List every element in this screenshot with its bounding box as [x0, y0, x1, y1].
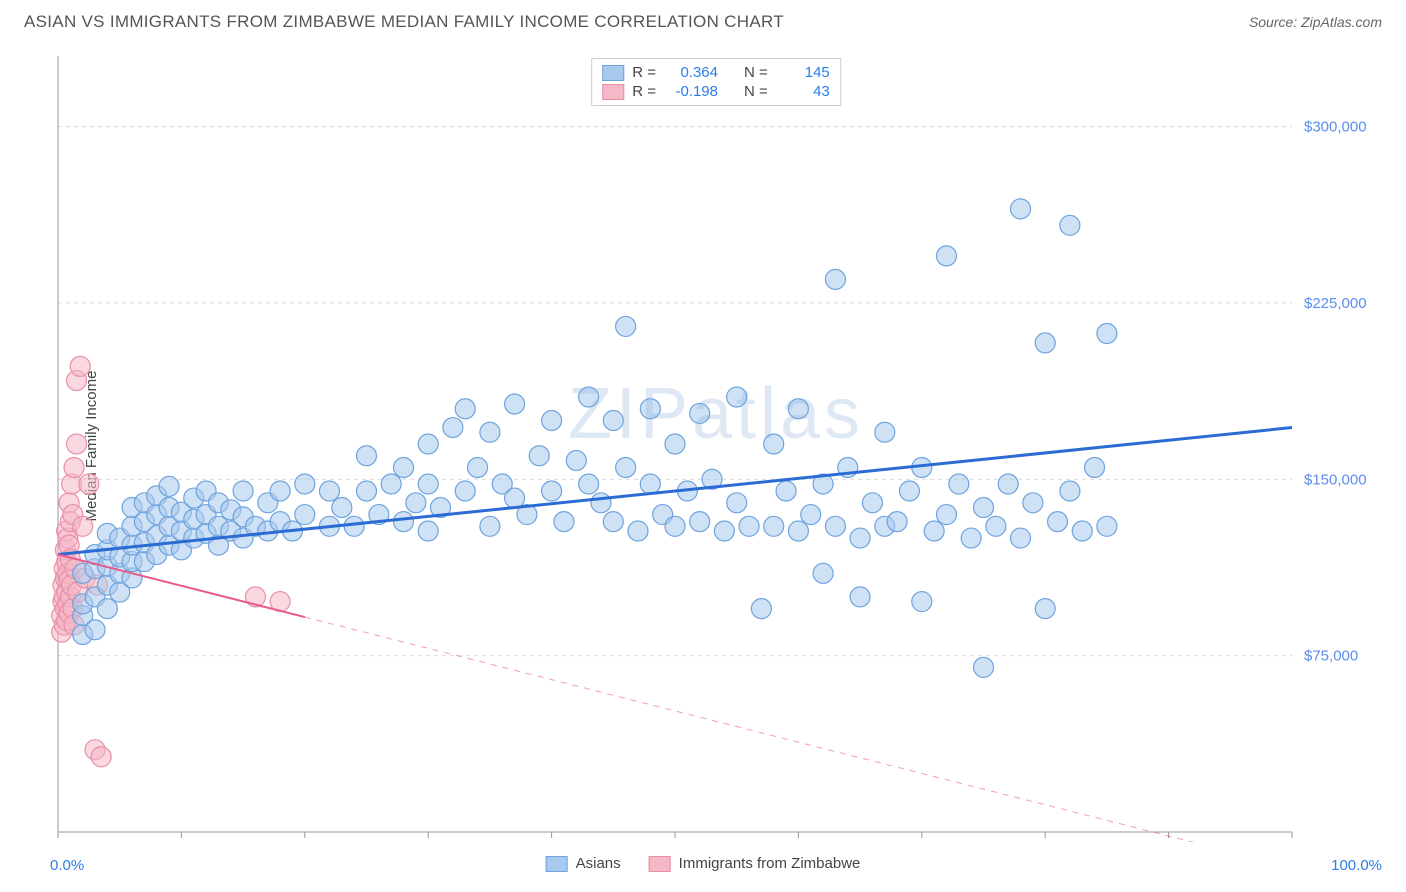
x-min-label: 0.0%	[50, 857, 84, 874]
chart-title: ASIAN VS IMMIGRANTS FROM ZIMBABWE MEDIAN…	[24, 12, 784, 32]
swatch-zimbabwe	[649, 856, 671, 872]
source-name: ZipAtlas.com	[1301, 14, 1382, 30]
legend-item-asians: Asians	[546, 855, 621, 872]
series-legend: Asians Immigrants from Zimbabwe	[546, 855, 861, 872]
n-value-zimbabwe: 43	[776, 83, 830, 100]
chart-area: $75,000 $150,000 $225,000 $300,000 R = 0.36…	[50, 50, 1382, 842]
source-prefix: Source:	[1249, 14, 1301, 30]
r-value-zimbabwe: -0.198	[664, 83, 718, 100]
x-max-label: 100.0%	[1331, 857, 1382, 874]
legend-item-zimbabwe: Immigrants from Zimbabwe	[649, 855, 861, 872]
r-label: R =	[632, 64, 656, 81]
svg-text:$225,000: $225,000	[1304, 295, 1367, 312]
stats-row-zimbabwe: R = -0.198 N = 43	[602, 82, 830, 101]
r-value-asians: 0.364	[664, 64, 718, 81]
n-value-asians: 145	[776, 64, 830, 81]
stats-legend: R = 0.364 N = 145 R = -0.198 N = 43	[591, 58, 841, 106]
n-label: N =	[744, 83, 768, 100]
svg-text:$300,000: $300,000	[1304, 119, 1367, 136]
swatch-zimbabwe	[602, 84, 624, 100]
stats-row-asians: R = 0.364 N = 145	[602, 63, 830, 82]
n-label: N =	[744, 64, 768, 81]
legend-label-zimbabwe: Immigrants from Zimbabwe	[679, 855, 861, 872]
legend-label-asians: Asians	[576, 855, 621, 872]
swatch-asians	[546, 856, 568, 872]
swatch-asians	[602, 65, 624, 81]
source-attribution: Source: ZipAtlas.com	[1249, 14, 1382, 30]
svg-text:$150,000: $150,000	[1304, 471, 1367, 488]
r-label: R =	[632, 83, 656, 100]
svg-text:$75,000: $75,000	[1304, 648, 1358, 665]
scatter-plot-svg: $75,000 $150,000 $225,000 $300,000	[50, 50, 1382, 842]
